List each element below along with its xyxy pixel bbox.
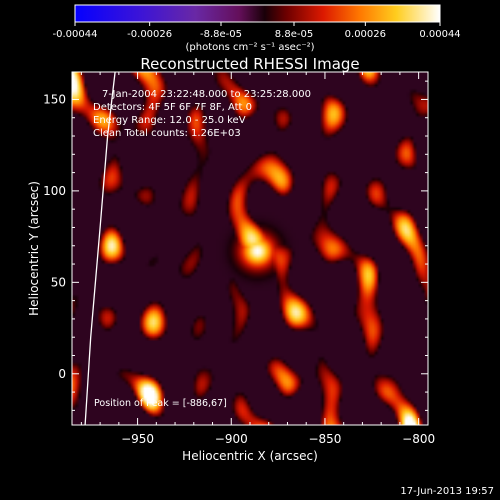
observation-annotations: 7-Jan-2004 23:22:48.000 to 23:25:28.000 D… [93,89,311,139]
x-tick-label: −900 [215,432,248,446]
annotation-line: 7-Jan-2004 23:22:48.000 to 23:25:28.000 [102,89,311,100]
colorbar-unit-label: (photons cm⁻² s⁻¹ asec⁻²) [185,42,314,53]
timestamp-footer: 17-Jun-2013 19:57 [400,486,494,497]
colorbar-tick-label: -8.8e-05 [200,29,242,40]
y-axis-label: Heliocentric Y (arcsec) [27,181,41,316]
x-tick-label: −950 [121,432,154,446]
colorbar: -0.00044 -0.00026 -8.8e-05 8.8e-05 0.00026 0.… [53,4,461,40]
colorbar-tick-label: 8.8e-05 [275,29,313,40]
solar-limb [84,71,116,426]
plot-axes: −950 −900 −850 −800 0 50 100 150 [43,71,435,446]
x-tick-label: −850 [308,432,341,446]
solar-limb-line [84,71,116,426]
heatmap-image [72,72,428,425]
colorbar-tick-label: -0.00026 [127,29,172,40]
peak-position-label: Position of Peak = [-886,67] [94,398,227,409]
annotation-line: Detectors: 4F 5F 6F 7F 8F, Att 0 [93,102,252,113]
x-axis-label: Heliocentric X (arcsec) [182,449,318,463]
colorbar-tick-label: 0.00026 [345,29,386,40]
y-tick-label: 50 [51,275,66,289]
annotation-line: Energy Range: 12.0 - 25.0 keV [93,115,246,126]
y-tick-label: 150 [43,92,66,106]
colorbar-gradient [74,4,441,23]
x-tick-label: −800 [402,432,435,446]
colorbar-tick-label: -0.00044 [53,29,98,40]
y-tick-label: 0 [58,367,66,381]
colorbar-tick-label: 0.00044 [419,29,460,40]
annotation-line: Clean Total counts: 1.26E+03 [93,128,241,139]
y-tick-label: 100 [43,184,66,198]
chart-title: Reconstructed RHESSI Image [140,55,359,73]
